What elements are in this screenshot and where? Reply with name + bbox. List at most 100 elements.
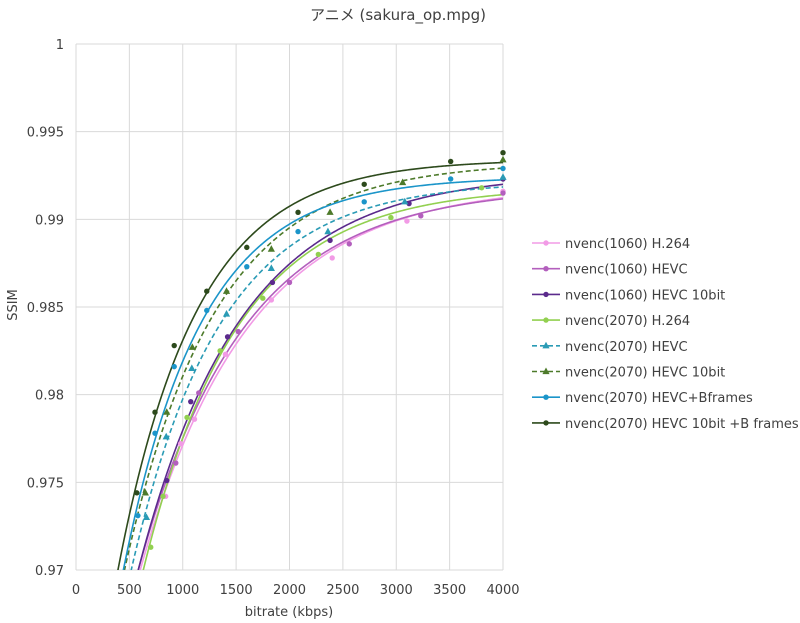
data-point xyxy=(204,307,210,314)
y-tick-label: 0.97 xyxy=(35,564,64,579)
data-point xyxy=(171,363,177,370)
series-line xyxy=(123,167,503,570)
data-point xyxy=(478,185,485,191)
x-tick-label: 2000 xyxy=(273,583,306,598)
legend-marker xyxy=(543,266,549,272)
series-line xyxy=(139,196,503,570)
data-point xyxy=(222,310,231,317)
data-point xyxy=(267,245,275,252)
data-point xyxy=(222,351,229,358)
data-point xyxy=(164,477,170,484)
y-tick-label: 0.985 xyxy=(27,301,64,316)
data-point xyxy=(361,199,367,205)
data-point xyxy=(269,279,276,286)
data-point xyxy=(152,409,158,415)
series-markers xyxy=(134,150,507,550)
data-point xyxy=(134,490,140,496)
data-point xyxy=(260,295,266,301)
data-point xyxy=(222,287,231,294)
x-tick-label: 4000 xyxy=(486,583,519,598)
y-tick-label: 0.975 xyxy=(27,476,64,491)
data-point xyxy=(188,364,196,371)
data-point xyxy=(361,181,367,187)
data-point xyxy=(500,165,506,172)
data-point xyxy=(326,208,334,215)
data-point xyxy=(404,218,410,224)
data-point xyxy=(327,237,333,244)
data-point xyxy=(447,176,454,182)
data-point xyxy=(268,297,275,303)
data-point xyxy=(418,213,424,219)
x-tick-label: 2500 xyxy=(326,583,359,598)
x-axis-ticks: 0 500 1000 1500 2000 2500 3000 3500 4000 xyxy=(72,583,520,598)
data-point xyxy=(162,432,170,440)
data-point xyxy=(315,251,322,258)
data-point xyxy=(188,398,194,405)
data-point xyxy=(324,227,332,235)
series-line xyxy=(117,161,503,570)
legend-marker xyxy=(543,394,549,400)
x-tick-label: 500 xyxy=(117,583,142,598)
data-point xyxy=(188,343,196,350)
data-point xyxy=(499,173,507,180)
data-point xyxy=(163,408,171,415)
data-point xyxy=(244,263,250,270)
data-point xyxy=(191,416,198,422)
data-point xyxy=(244,244,250,251)
legend-marker xyxy=(543,240,549,246)
data-point xyxy=(295,209,301,216)
data-point xyxy=(217,348,223,354)
data-point xyxy=(141,488,149,496)
data-point xyxy=(500,150,506,156)
x-tick-label: 1000 xyxy=(166,583,199,598)
series-lines xyxy=(117,161,503,570)
series-line xyxy=(122,179,503,570)
data-point xyxy=(148,544,154,550)
legend-marker xyxy=(542,367,550,375)
legend: nvenc(1060) H.264 nvenc(1060) HEVC nvenc(1… xyxy=(532,237,799,432)
data-point xyxy=(177,441,184,447)
data-point xyxy=(173,460,179,466)
data-point xyxy=(329,255,335,261)
data-point xyxy=(267,264,275,272)
legend-label: nvenc(1060) HEVC 10bit xyxy=(565,288,725,303)
legend-marker xyxy=(543,291,549,298)
y-tick-label: 1 xyxy=(56,38,64,53)
chart-title: アニメ (sakura_op.mpg) xyxy=(310,6,486,25)
x-tick-label: 3500 xyxy=(433,583,466,598)
data-point xyxy=(142,513,151,520)
data-point xyxy=(406,200,412,207)
data-point xyxy=(160,493,166,500)
data-point xyxy=(286,279,293,286)
legend-marker xyxy=(543,317,549,323)
data-point xyxy=(500,190,506,196)
data-point xyxy=(399,178,407,186)
y-tick-label: 0.99 xyxy=(35,213,64,228)
data-point xyxy=(295,228,301,235)
data-point xyxy=(135,512,141,519)
x-tick-label: 1500 xyxy=(220,583,253,598)
data-point xyxy=(499,155,507,163)
x-tick-label: 3000 xyxy=(380,583,413,598)
legend-marker xyxy=(543,420,549,426)
legend-label: nvenc(2070) H.264 xyxy=(565,314,690,329)
y-axis-label: SSIM xyxy=(6,289,21,321)
series-line xyxy=(137,183,503,570)
series-line xyxy=(130,186,503,570)
y-tick-label: 0.995 xyxy=(27,126,64,141)
legend-label: nvenc(1060) H.264 xyxy=(565,237,690,252)
data-point xyxy=(447,158,454,165)
legend-label: nvenc(1060) HEVC xyxy=(565,263,688,278)
legend-label: nvenc(2070) HEVC+Bframes xyxy=(565,391,753,406)
data-point xyxy=(388,214,394,221)
data-point xyxy=(224,334,231,340)
data-point xyxy=(401,197,409,205)
data-point xyxy=(171,342,177,349)
x-tick-label: 0 xyxy=(72,583,80,598)
y-axis-ticks: 0.97 0.975 0.98 0.985 0.99 0.995 1 xyxy=(27,38,64,579)
y-tick-label: 0.98 xyxy=(35,389,64,404)
series-line xyxy=(142,193,503,570)
grid xyxy=(75,43,504,571)
data-point xyxy=(235,328,241,335)
